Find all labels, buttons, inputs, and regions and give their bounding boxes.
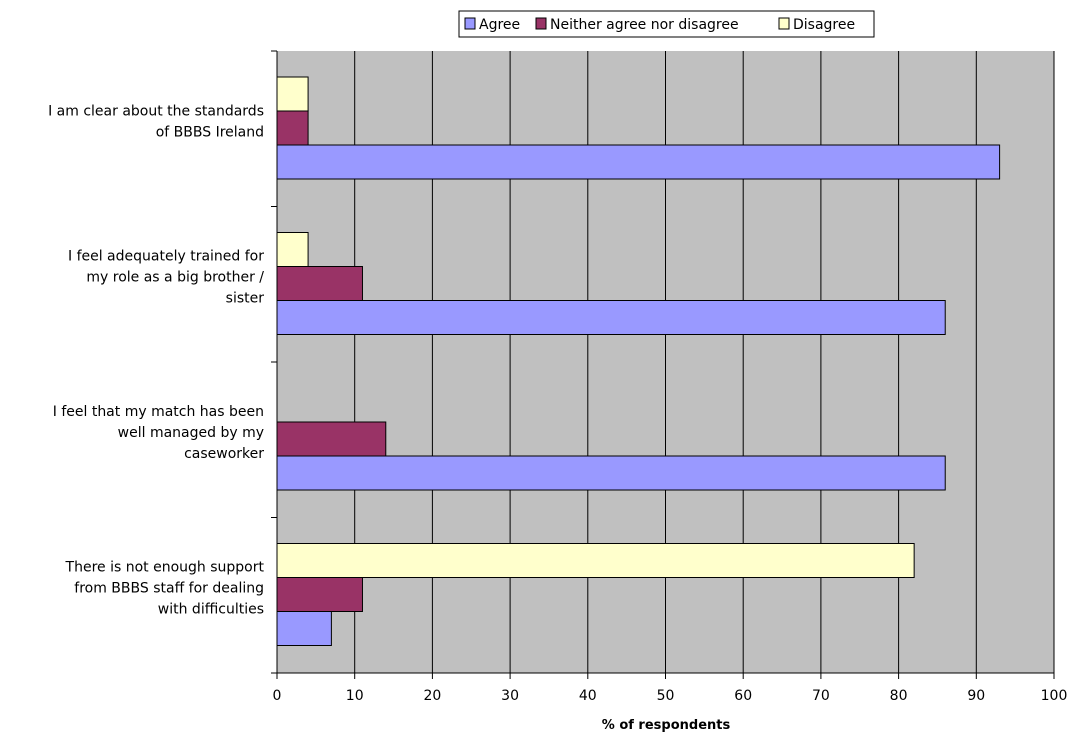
bar-agree: [276, 611, 332, 646]
x-tick-label: 50: [657, 688, 675, 704]
category-label: I feel adequately trained for my role as …: [68, 248, 264, 306]
legend-swatch: [464, 17, 476, 30]
legend-box: [458, 10, 875, 38]
x-tick-label: 20: [423, 688, 441, 704]
bar-neither-agree-nor-disagree: [276, 110, 309, 146]
x-tick-label: 70: [812, 688, 830, 704]
category-label: I am clear about the standards of BBBS Ir…: [48, 103, 264, 140]
legend-label: Agree: [479, 17, 520, 33]
legend: Agree Neither agree nor disagree Disagree: [458, 10, 875, 38]
bars: [276, 76, 1001, 646]
x-tick-label: 30: [501, 688, 519, 704]
x-tick-label: 80: [890, 688, 908, 704]
bar-agree: [276, 455, 946, 491]
bar-agree: [276, 144, 1001, 180]
category-label: I feel that my match has been well manage…: [53, 404, 264, 462]
x-tick-label: 10: [346, 688, 364, 704]
legend-swatch: [778, 17, 790, 30]
legend-swatch: [535, 17, 547, 30]
bar-disagree: [276, 76, 309, 112]
x-tick-label: 60: [734, 688, 752, 704]
bar-neither-agree-nor-disagree: [276, 421, 387, 457]
y-axis: I am clear about the standards of BBBS Ir…: [48, 50, 277, 674]
bar-neither-agree-nor-disagree: [276, 266, 363, 301]
x-tick-label: 0: [273, 688, 282, 704]
x-axis-title: % of respondents: [602, 718, 731, 733]
x-tick-label: 40: [579, 688, 597, 704]
bar-neither-agree-nor-disagree: [276, 577, 363, 612]
x-axis: 0 10 20 30 40 50 60 70 80 90 100: [273, 51, 1068, 704]
legend-label: Neither agree nor disagree: [550, 17, 739, 33]
bar-disagree: [276, 232, 309, 267]
x-tick-label: 100: [1041, 688, 1068, 704]
legend-label: Disagree: [793, 17, 855, 33]
category-label: There is not enough support from BBBS sta…: [65, 559, 265, 617]
bar-agree: [276, 300, 946, 335]
bar-disagree: [276, 543, 915, 578]
x-tick-label: 90: [967, 688, 985, 704]
